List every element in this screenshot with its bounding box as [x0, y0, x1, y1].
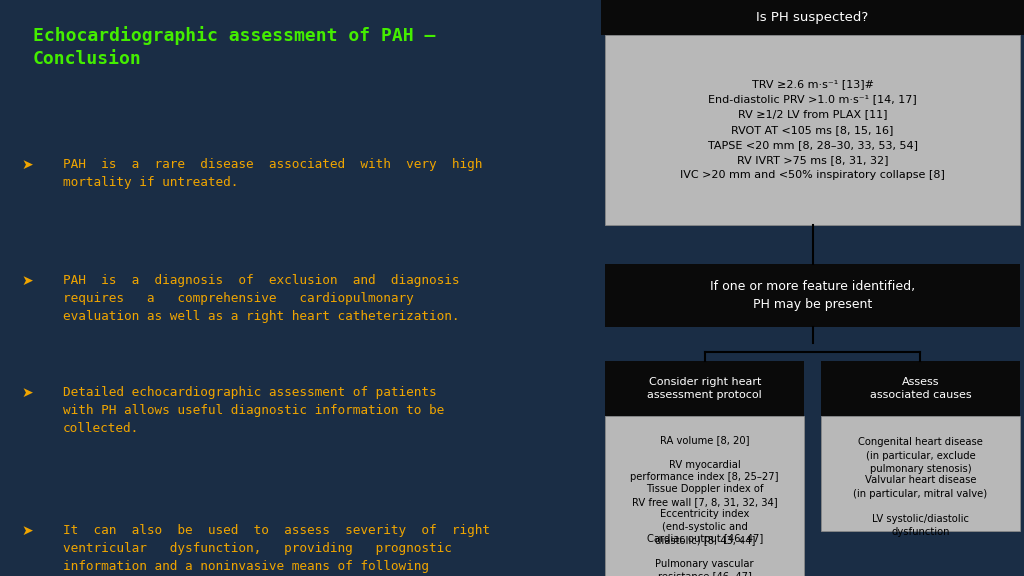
Text: Tissue Doppler index of
RV free wall [7, 8, 31, 32, 34]: Tissue Doppler index of RV free wall [7,…: [632, 484, 777, 507]
Text: ➤: ➤: [22, 386, 33, 400]
Text: PAH  is  a  diagnosis  of  exclusion  and  diagnosis
requires   a   comprehensiv: PAH is a diagnosis of exclusion and diag…: [63, 274, 460, 323]
Text: ➤: ➤: [22, 524, 33, 538]
Text: Echocardiographic assessment of PAH –
Conclusion: Echocardiographic assessment of PAH – Co…: [33, 26, 435, 68]
FancyBboxPatch shape: [821, 361, 1020, 416]
Text: RA volume [8, 20]: RA volume [8, 20]: [659, 435, 750, 445]
FancyBboxPatch shape: [605, 361, 804, 416]
FancyBboxPatch shape: [605, 264, 1020, 327]
Text: Assess
associated causes: Assess associated causes: [869, 377, 971, 400]
Text: If one or more feature identified,
PH may be present: If one or more feature identified, PH ma…: [710, 280, 915, 311]
Text: Is PH suspected?: Is PH suspected?: [757, 11, 868, 24]
Text: Cardiac output [46, 47]: Cardiac output [46, 47]: [646, 534, 763, 544]
Text: Valvular heart disease
(in particular, mitral valve): Valvular heart disease (in particular, m…: [853, 475, 987, 499]
Text: RV myocardial
performance index [8, 25–27]: RV myocardial performance index [8, 25–2…: [631, 460, 779, 482]
Text: Congenital heart disease
(in particular, exclude
pulmonary stenosis): Congenital heart disease (in particular,…: [858, 437, 983, 474]
Text: ➤: ➤: [22, 158, 33, 172]
FancyBboxPatch shape: [821, 416, 1020, 531]
Text: PAH  is  a  rare  disease  associated  with  very  high
mortality if untreated.: PAH is a rare disease associated with ve…: [63, 158, 482, 190]
FancyBboxPatch shape: [605, 35, 1020, 225]
Text: Consider right heart
assessment protocol: Consider right heart assessment protocol: [647, 377, 762, 400]
Text: TRV ≥2.6 m·s⁻¹ [13]#
End-diastolic PRV >1.0 m·s⁻¹ [14, 17]
RV ≥1/2 LV from PLAX : TRV ≥2.6 m·s⁻¹ [13]# End-diastolic PRV >…: [680, 79, 945, 180]
FancyBboxPatch shape: [605, 416, 804, 576]
Text: Eccentricity index
(end-systolic and
diastolic) [8, 43, 44]: Eccentricity index (end-systolic and dia…: [654, 509, 755, 545]
Text: ➤: ➤: [22, 274, 33, 287]
FancyBboxPatch shape: [601, 0, 1024, 35]
Text: Detailed echocardiographic assessment of patients
with PH allows useful diagnost: Detailed echocardiographic assessment of…: [63, 386, 444, 435]
Text: LV systolic/diastolic
dysfunction: LV systolic/diastolic dysfunction: [871, 514, 969, 537]
Text: Pulmonary vascular
resistance [46, 47]: Pulmonary vascular resistance [46, 47]: [655, 559, 754, 576]
Text: It  can  also  be  used  to  assess  severity  of  right
ventricular   dysfuncti: It can also be used to assess severity o…: [63, 524, 490, 576]
